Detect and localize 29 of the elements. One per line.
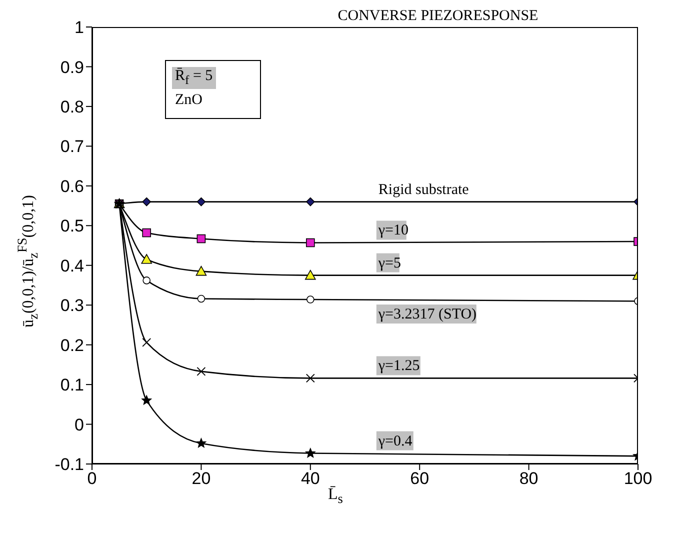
chart-title: CONVERSE PIEZORESPONSE [336, 8, 540, 25]
series-label: γ=10 [377, 222, 408, 239]
y-tick-label: -0.1 [54, 455, 84, 474]
x-axis-title: L̄$_{s}$ [328, 486, 343, 508]
x-tick-label: 0 [87, 469, 97, 488]
annotation: R̄$_{f}$ = 5 [172, 67, 216, 89]
annotation: ZnO [174, 91, 204, 110]
series-label: γ=0.4 [377, 433, 413, 450]
y-tick-label: 0.2 [60, 336, 84, 355]
y-tick-label: 0.4 [60, 256, 84, 276]
series-label: γ=5 [377, 255, 401, 272]
series-label: γ=1.25 [377, 358, 420, 374]
y-tick-label: 0.3 [60, 296, 84, 316]
y-tick-label: 1 [74, 18, 84, 38]
x-tick-label: 20 [192, 469, 211, 488]
y-tick-label: 0.7 [60, 137, 84, 156]
note-box: R̄$_{f}$ = 5 ZnO [165, 60, 261, 119]
x-tick-label: 60 [410, 469, 430, 488]
y-tick-label: 0.1 [60, 376, 84, 395]
y-tick-label: 0.5 [60, 216, 84, 236]
series-label: γ=3.2317 (STO) [377, 306, 477, 323]
x-tick-label: 80 [519, 469, 538, 488]
series-label: Rigid substrate [378, 182, 470, 198]
x-tick-label: 40 [300, 469, 320, 488]
y-tick-label: 0.6 [60, 176, 84, 196]
x-tick-label: 100 [624, 469, 652, 488]
y-tick-label: 0.9 [60, 58, 84, 77]
y-tick-label: 0 [74, 415, 84, 434]
y-tick-label: 0.8 [60, 97, 84, 116]
